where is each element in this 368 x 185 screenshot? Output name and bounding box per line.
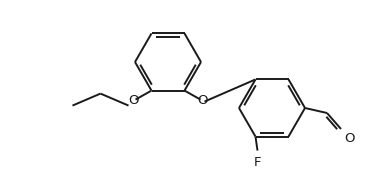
Text: O: O <box>344 132 354 145</box>
Text: F: F <box>254 156 261 169</box>
Text: O: O <box>128 94 139 107</box>
Text: O: O <box>197 94 208 107</box>
